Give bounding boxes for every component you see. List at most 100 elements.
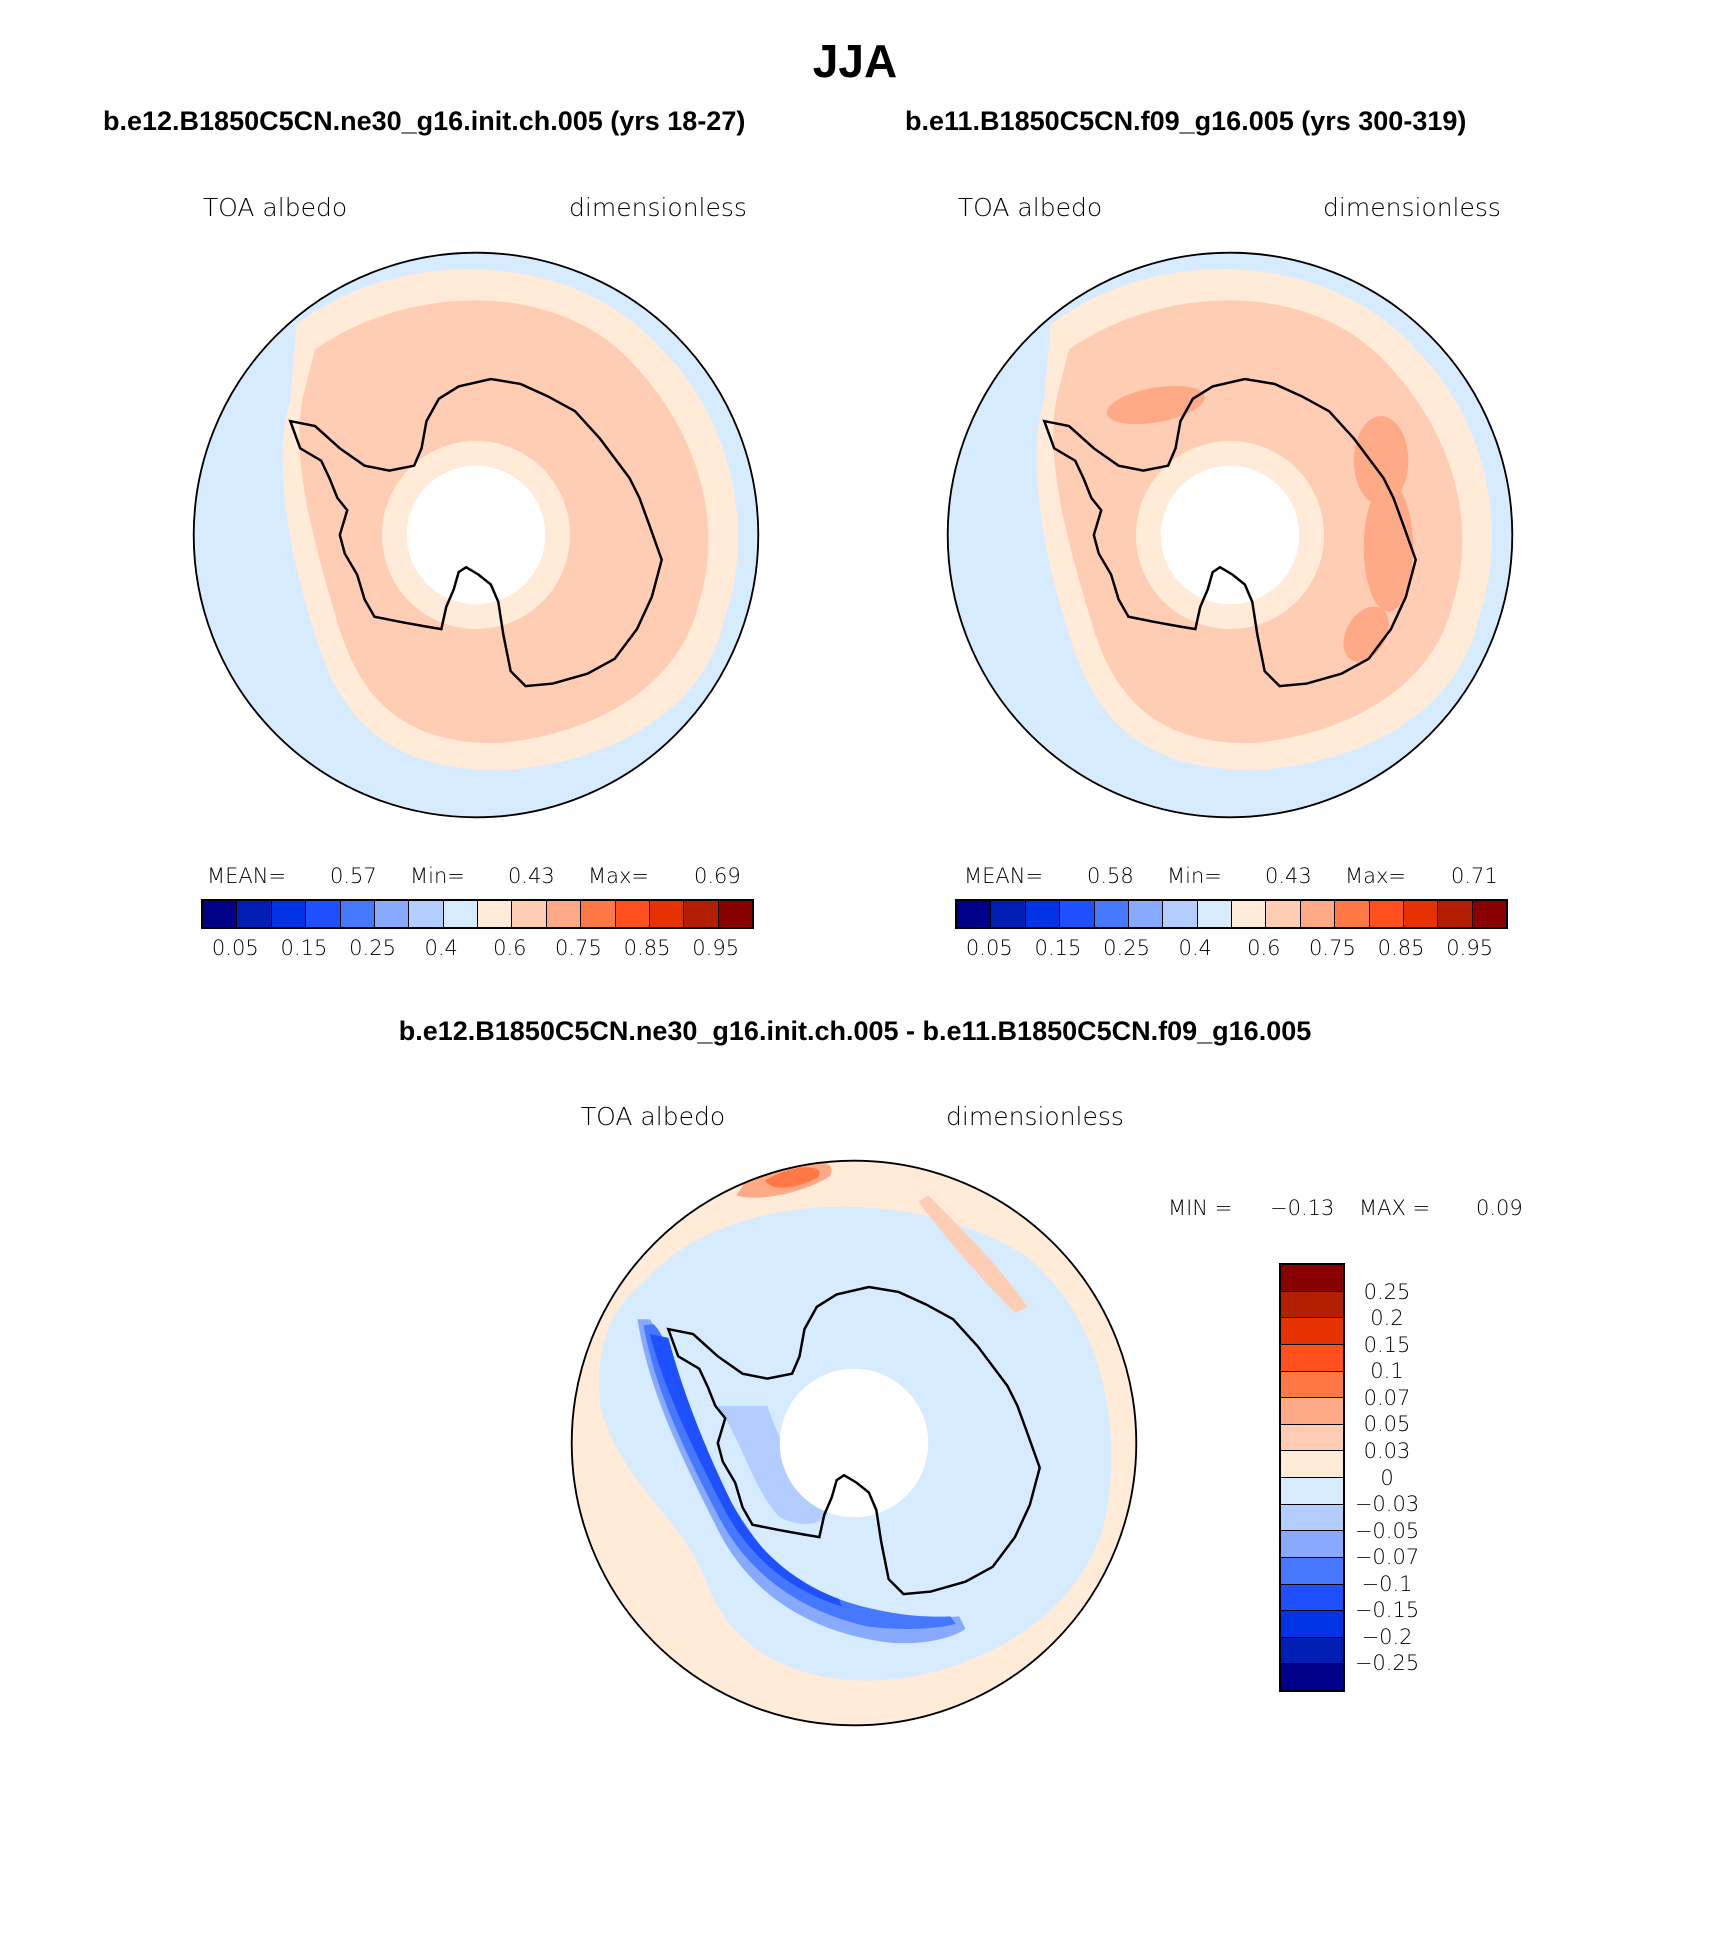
colorbar-swatch — [1369, 901, 1404, 927]
panel2-min-label: Min= — [1167, 864, 1222, 888]
panel1-colorbar — [201, 899, 754, 929]
panel1-mean: 0.57 — [330, 864, 377, 888]
missing-data-hole — [779, 1368, 929, 1518]
colorbar-swatch — [237, 901, 272, 927]
colorbar-swatch — [512, 901, 547, 927]
colorbar-tick-label: −0.07 — [1354, 1545, 1420, 1570]
colorbar-tick-label: 0.75 — [1309, 936, 1356, 960]
colorbar-tick-label: 0.07 — [1363, 1385, 1411, 1410]
colorbar-swatch — [1266, 901, 1301, 927]
colorbar-tick-label: −0.2 — [1361, 1624, 1413, 1649]
panel1-map — [192, 251, 760, 819]
colorbar-swatch — [615, 901, 650, 927]
colorbar-swatch — [718, 901, 752, 927]
colorbar-swatch — [1281, 1664, 1343, 1690]
figure-title: JJA — [812, 35, 898, 87]
colorbar-swatch — [1281, 1504, 1343, 1532]
colorbar-tick-label: 0.75 — [555, 936, 602, 960]
diff-min: −0.13 — [1270, 1196, 1335, 1220]
colorbar-swatch — [306, 901, 341, 927]
diff-map — [570, 1159, 1138, 1727]
panel2-mean: 0.58 — [1087, 864, 1134, 888]
panel2-min: 0.43 — [1265, 864, 1312, 888]
panel2-max: 0.71 — [1451, 864, 1498, 888]
colorbar-tick-label: 0.85 — [1377, 936, 1425, 960]
colorbar-tick-label: 0.25 — [1103, 936, 1150, 960]
colorbar-swatch — [1438, 901, 1473, 927]
map-boundary — [570, 1159, 1138, 1727]
colorbar-swatch — [1281, 1344, 1343, 1372]
colorbar-swatch — [649, 901, 685, 927]
missing-data-hole — [1160, 465, 1300, 605]
colorbar-swatch — [546, 901, 582, 927]
panel1-title: b.e12.B1850C5CN.ne30_g16.init.ch.005 (yr… — [103, 106, 746, 136]
colorbar-swatch — [1300, 901, 1336, 927]
map-boundary — [192, 251, 760, 819]
colorbar-swatch — [203, 901, 238, 927]
colorbar-swatch — [1281, 1478, 1343, 1505]
colorbar-tick-label: 0 — [1380, 1465, 1394, 1490]
colorbar-swatch — [374, 901, 410, 927]
colorbar-swatch — [957, 901, 992, 927]
colorbar-swatch — [1060, 901, 1095, 927]
panel1-units: dimensionless — [569, 193, 747, 222]
colorbar-swatch — [478, 901, 513, 927]
contour-fill — [764, 1167, 820, 1188]
colorbar-tick-label: 0.03 — [1363, 1438, 1411, 1463]
colorbar-tick-label: 0.05 — [211, 936, 259, 960]
colorbar-tick-label: 0.15 — [1034, 936, 1082, 960]
colorbar-swatch — [1281, 1531, 1343, 1558]
colorbar-swatch — [1281, 1424, 1343, 1452]
colorbar-swatch — [1281, 1637, 1343, 1665]
colorbar-swatch — [409, 901, 444, 927]
colorbar-swatch — [1281, 1265, 1343, 1292]
colorbar-swatch — [1281, 1318, 1343, 1345]
antarctica-coastline — [1042, 377, 1418, 688]
colorbar-swatch — [340, 901, 375, 927]
colorbar-tick-label: 0.6 — [1247, 936, 1281, 960]
panel2-colorbar — [955, 899, 1508, 929]
colorbar-tick-label: 0.05 — [965, 936, 1013, 960]
colorbar-tick-label: −0.05 — [1354, 1518, 1420, 1543]
colorbar-tick-label: 0.25 — [1363, 1279, 1411, 1304]
colorbar-tick-label: 0.15 — [280, 936, 328, 960]
diff-min-label: MIN = — [1168, 1196, 1233, 1220]
colorbar-tick-label: −0.1 — [1361, 1571, 1413, 1596]
colorbar-swatch — [1472, 901, 1506, 927]
panel2-variable: TOA albedo — [957, 193, 1103, 222]
panel1-min: 0.43 — [508, 864, 555, 888]
diff-title: b.e12.B1850C5CN.ne30_g16.init.ch.005 - b… — [398, 1016, 1312, 1046]
colorbar-tick-label: 0.95 — [1446, 936, 1494, 960]
colorbar-tick-label: 0.25 — [349, 936, 396, 960]
panel2-title: b.e11.B1850C5CN.f09_g16.005 (yrs 300-319… — [905, 106, 1467, 136]
colorbar-swatch — [1232, 901, 1267, 927]
colorbar-tick-label: 0.6 — [493, 936, 527, 960]
colorbar-swatch — [684, 901, 719, 927]
colorbar-swatch — [1281, 1371, 1343, 1399]
panel1-max: 0.69 — [694, 864, 741, 888]
panel2-max-label: Max= — [1345, 864, 1407, 888]
colorbar-tick-label: −0.03 — [1354, 1492, 1420, 1517]
colorbar-swatch — [1281, 1557, 1343, 1585]
map-boundary — [946, 251, 1514, 819]
colorbar-swatch — [1281, 1291, 1343, 1319]
colorbar-tick-label: 0.95 — [692, 936, 740, 960]
panel2-mean-label: MEAN= — [964, 864, 1044, 888]
contour-fill — [643, 1324, 956, 1629]
colorbar-tick-label: 0.4 — [424, 936, 458, 960]
colorbar-swatch — [443, 901, 478, 927]
contour-fill — [1353, 416, 1409, 506]
panel2-units: dimensionless — [1323, 193, 1501, 222]
colorbar-swatch — [1281, 1584, 1343, 1612]
diff-max: 0.09 — [1476, 1196, 1523, 1220]
colorbar-tick-label: −0.25 — [1354, 1651, 1420, 1676]
colorbar-swatch — [1281, 1611, 1343, 1638]
missing-data-hole — [406, 465, 546, 605]
colorbar-swatch — [1025, 901, 1061, 927]
colorbar-tick-label: 0.4 — [1178, 936, 1212, 960]
colorbar-swatch — [1403, 901, 1439, 927]
colorbar-swatch — [581, 901, 616, 927]
diff-colorbar — [1279, 1263, 1345, 1692]
diff-variable: TOA albedo — [580, 1102, 726, 1131]
